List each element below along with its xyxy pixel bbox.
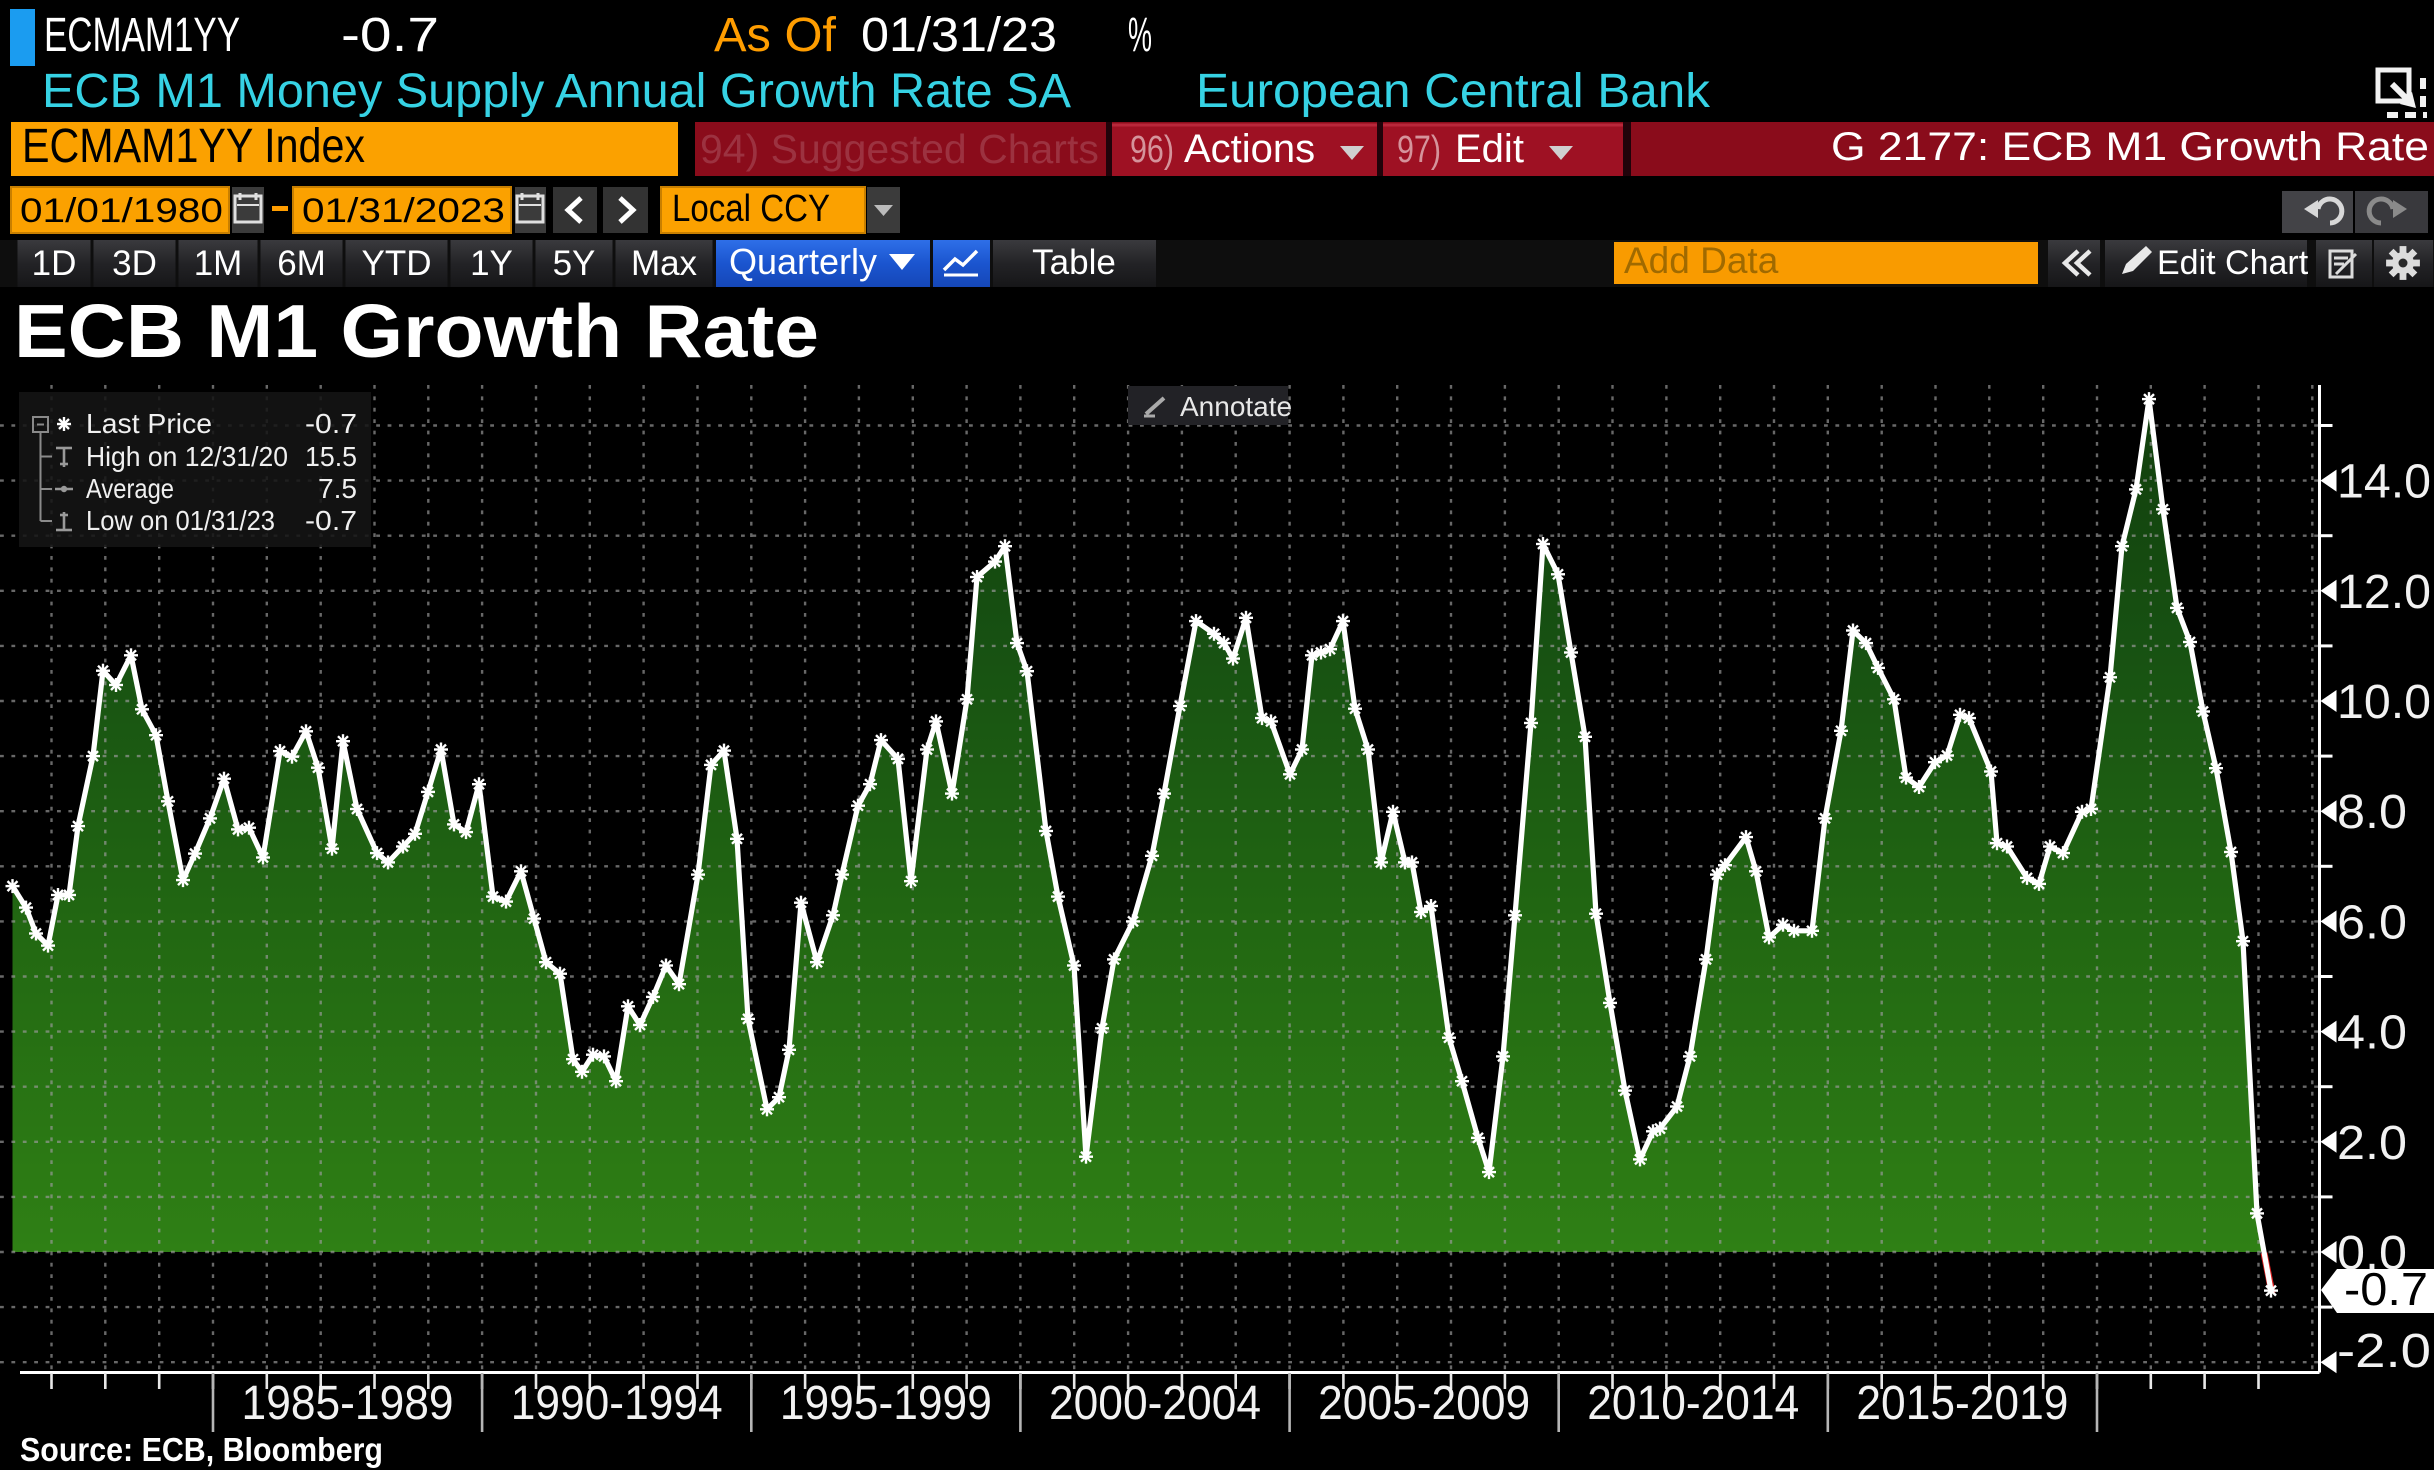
svg-text:Source: ECB, Bloomberg: Source: ECB, Bloomberg bbox=[20, 1431, 383, 1468]
svg-text:2.0: 2.0 bbox=[2337, 1117, 2407, 1170]
svg-text:European Central Bank: European Central Bank bbox=[1196, 65, 1711, 118]
svg-text:%: % bbox=[1128, 9, 1152, 62]
svg-text:Average: Average bbox=[86, 473, 174, 504]
svg-text:Edit Chart: Edit Chart bbox=[2157, 244, 2309, 282]
svg-text:1D: 1D bbox=[32, 244, 77, 283]
svg-text:12.0: 12.0 bbox=[2337, 566, 2431, 619]
svg-text:ECB M1 Money Supply Annual Gro: ECB M1 Money Supply Annual Growth Rate S… bbox=[42, 65, 1071, 118]
svg-text:ECMAM1YY Index: ECMAM1YY Index bbox=[22, 120, 365, 173]
svg-text:1985-1989: 1985-1989 bbox=[242, 1377, 454, 1430]
svg-text:G 2177: ECB M1 Growth Rate: G 2177: ECB M1 Growth Rate bbox=[1831, 125, 2429, 169]
svg-text:14.0: 14.0 bbox=[2337, 456, 2431, 509]
svg-text:Edit: Edit bbox=[1455, 127, 1524, 171]
svg-text:96): 96) bbox=[1130, 129, 1174, 171]
svg-text:01/31/2023: 01/31/2023 bbox=[302, 192, 505, 230]
svg-text:Quarterly: Quarterly bbox=[729, 241, 877, 282]
svg-text:Actions: Actions bbox=[1184, 127, 1315, 171]
svg-text:-0.7: -0.7 bbox=[341, 9, 439, 62]
svg-text:1Y: 1Y bbox=[470, 244, 513, 283]
svg-text:Local CCY: Local CCY bbox=[672, 188, 830, 230]
svg-text:01/01/1980: 01/01/1980 bbox=[20, 192, 223, 230]
svg-text:97): 97) bbox=[1397, 129, 1441, 171]
svg-text:Table: Table bbox=[1032, 243, 1116, 282]
svg-text:10.0: 10.0 bbox=[2337, 676, 2431, 729]
svg-text:1M: 1M bbox=[194, 244, 243, 283]
svg-text:5Y: 5Y bbox=[553, 244, 596, 283]
svg-text:1995-1999: 1995-1999 bbox=[780, 1377, 992, 1430]
svg-text:8.0: 8.0 bbox=[2337, 786, 2407, 839]
svg-text:4.0: 4.0 bbox=[2337, 1007, 2407, 1060]
svg-text:94) Suggested Charts: 94) Suggested Charts bbox=[700, 126, 1099, 172]
svg-text:As Of: As Of bbox=[714, 9, 837, 62]
svg-text:15.5: 15.5 bbox=[305, 441, 357, 472]
svg-text:Add Data: Add Data bbox=[1624, 240, 1779, 281]
svg-text:6M: 6M bbox=[277, 244, 326, 283]
svg-text:High on 12/31/20: High on 12/31/20 bbox=[86, 441, 288, 472]
svg-text:01/31/23: 01/31/23 bbox=[861, 9, 1057, 62]
svg-text:-0.7: -0.7 bbox=[305, 505, 357, 536]
svg-text:2010-2014: 2010-2014 bbox=[1587, 1377, 1799, 1430]
svg-text:2000-2004: 2000-2004 bbox=[1049, 1377, 1261, 1430]
svg-text:YTD: YTD bbox=[362, 244, 432, 283]
svg-text:Last Price: Last Price bbox=[86, 408, 212, 439]
svg-text:2005-2009: 2005-2009 bbox=[1318, 1377, 1530, 1430]
svg-text:-0.7: -0.7 bbox=[2344, 1263, 2428, 1315]
svg-text:6.0: 6.0 bbox=[2337, 896, 2407, 949]
svg-text:-0.7: -0.7 bbox=[305, 408, 357, 439]
svg-text:Annotate: Annotate bbox=[1180, 391, 1292, 422]
svg-text:ECB M1 Growth Rate: ECB M1 Growth Rate bbox=[14, 289, 819, 373]
svg-text:2015-2019: 2015-2019 bbox=[1856, 1377, 2068, 1430]
svg-text:ECMAM1YY: ECMAM1YY bbox=[44, 9, 240, 62]
svg-text:1990-1994: 1990-1994 bbox=[511, 1377, 723, 1430]
svg-text:Max: Max bbox=[631, 244, 698, 283]
svg-text:-2.0: -2.0 bbox=[2337, 1325, 2431, 1378]
svg-text:7.5: 7.5 bbox=[318, 473, 357, 504]
svg-text:Low on 01/31/23: Low on 01/31/23 bbox=[86, 505, 275, 536]
svg-text:3D: 3D bbox=[112, 244, 157, 283]
